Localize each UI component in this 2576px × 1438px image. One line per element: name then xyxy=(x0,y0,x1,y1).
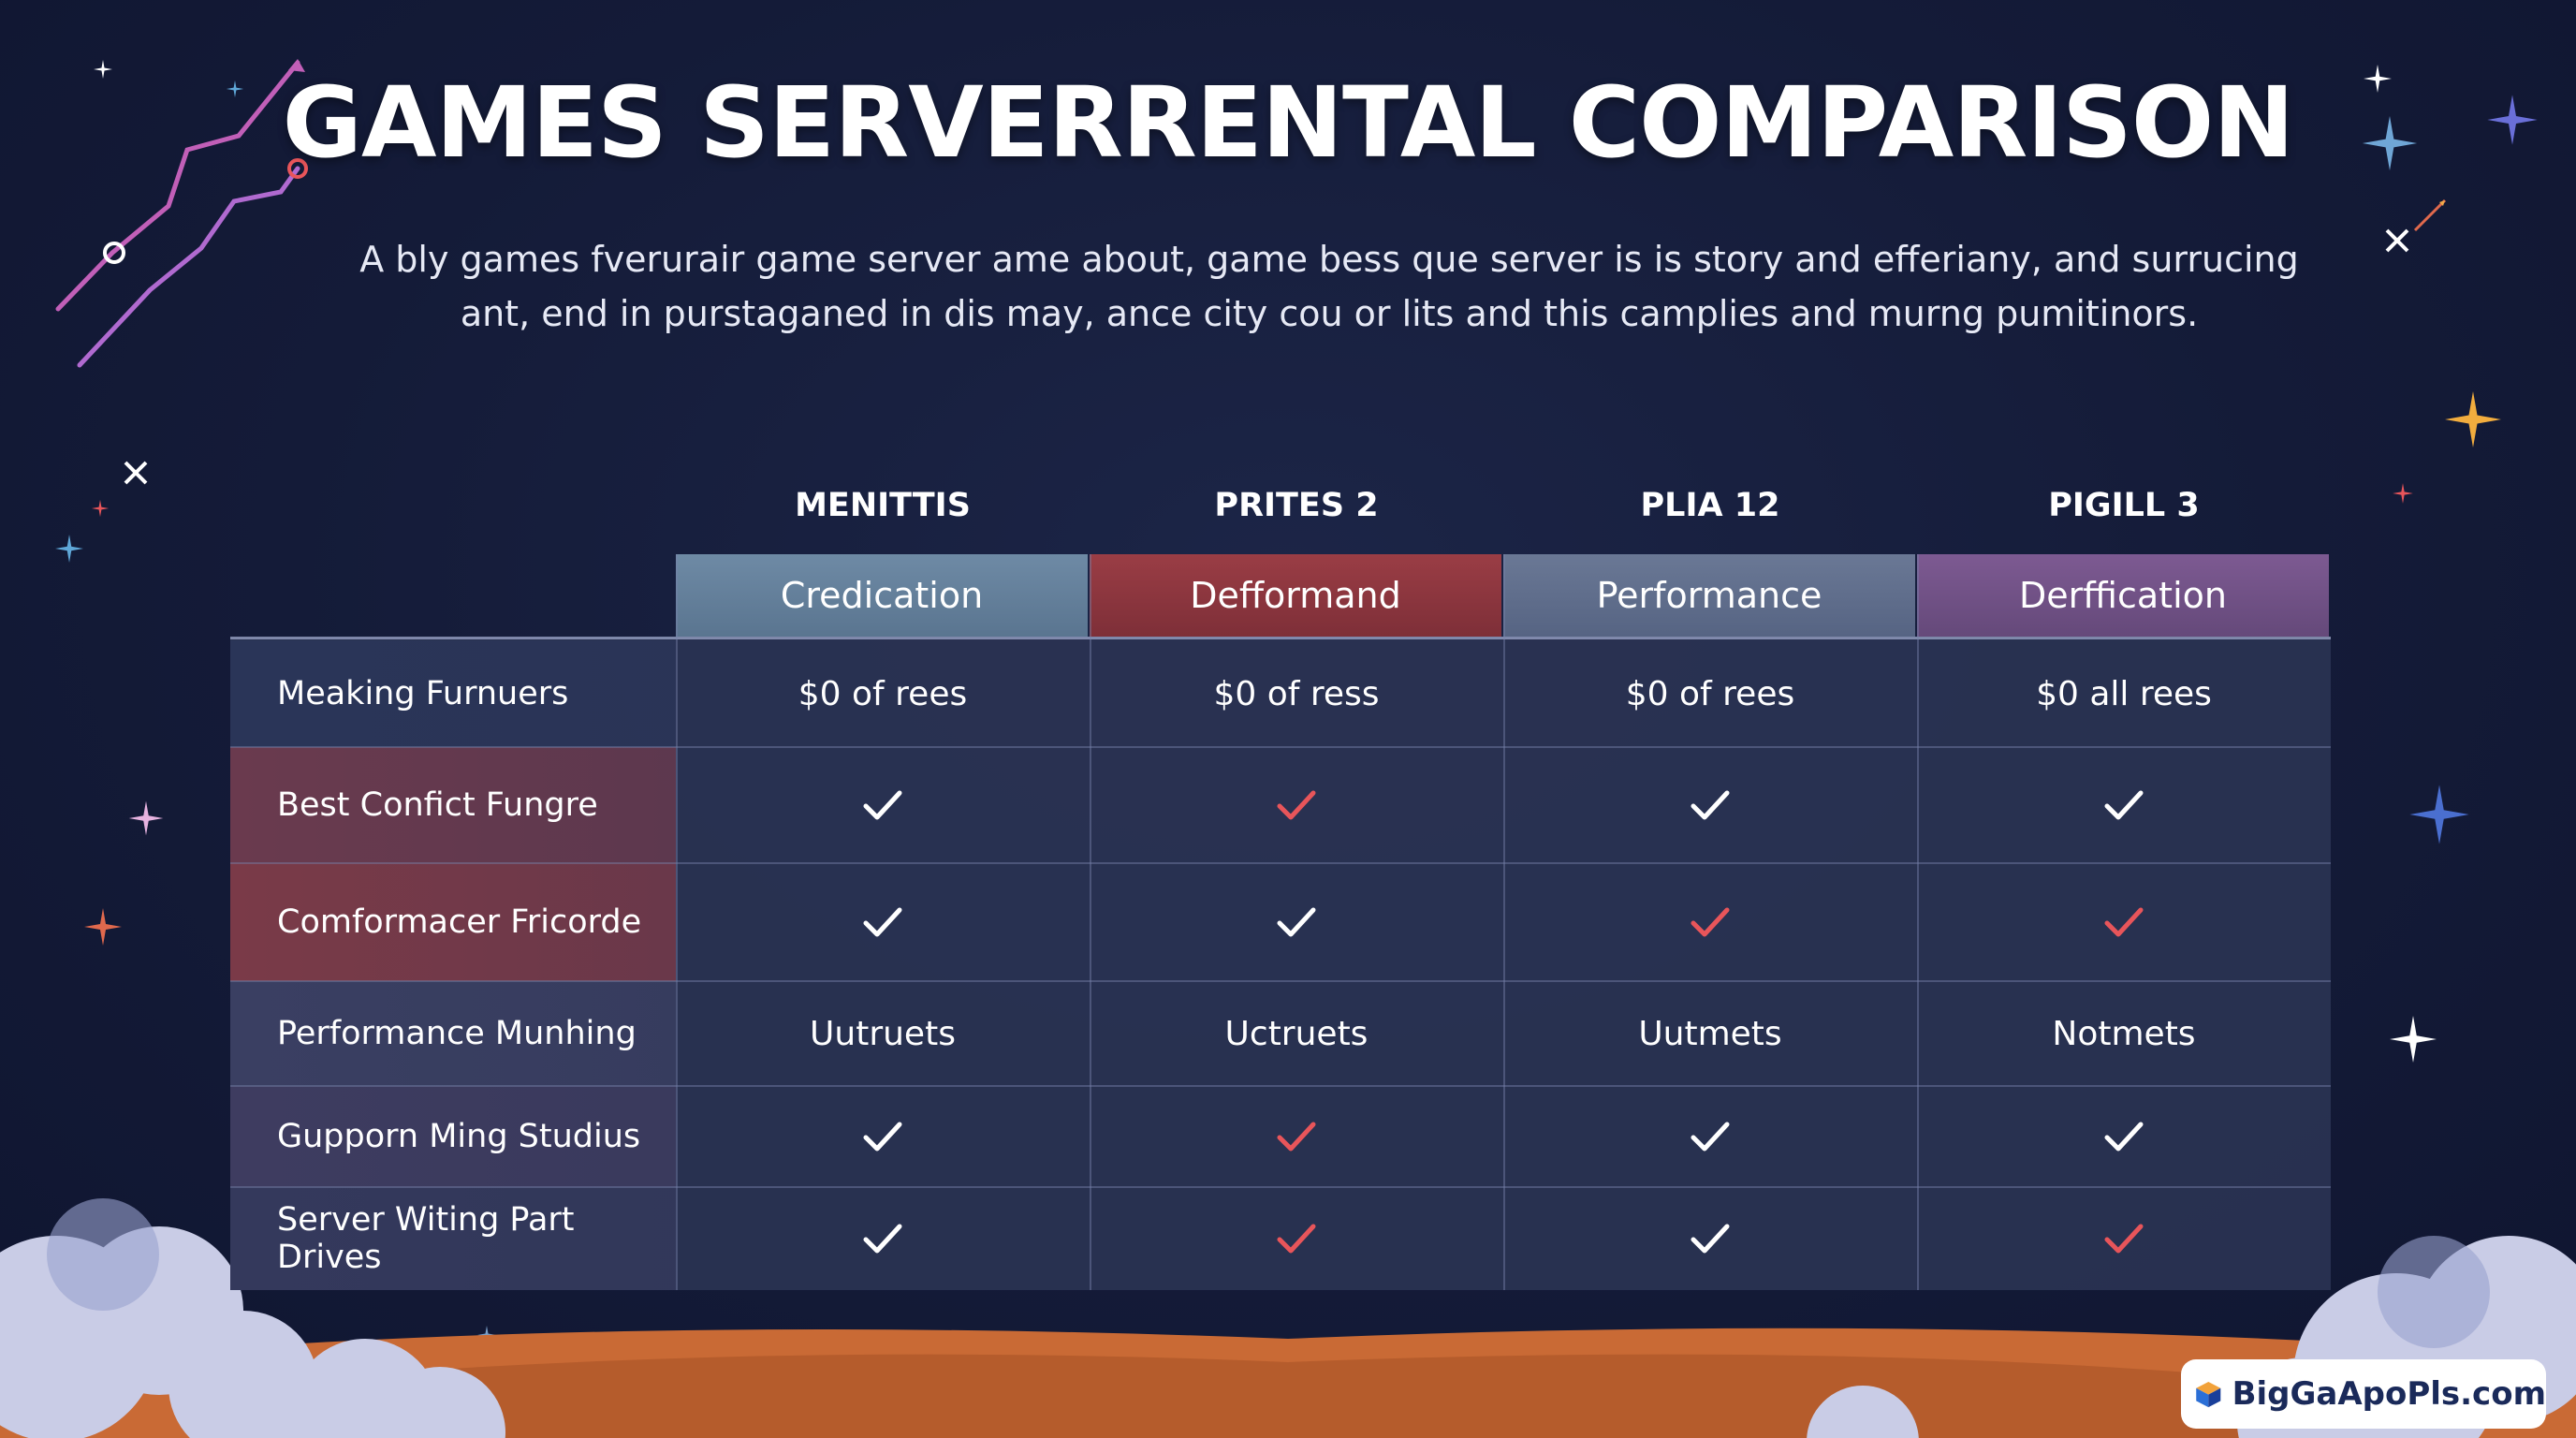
table-cell: Notmets xyxy=(2052,1014,2196,1053)
row-divider xyxy=(230,1085,2331,1087)
table-cell xyxy=(1503,1187,1917,1290)
table-cell: $0 of ress xyxy=(1213,674,1380,713)
shooting-star-icon xyxy=(2413,198,2447,232)
table-cell xyxy=(1503,863,1917,981)
check-icon xyxy=(2104,1122,2144,1152)
check-icon xyxy=(1690,1224,1730,1254)
row-label: Comformacer Fricorde xyxy=(230,863,676,981)
row-label: Server Witing Part Drives xyxy=(230,1187,676,1290)
column-header: Defformand xyxy=(1090,554,1501,637)
star-icon xyxy=(2362,115,2418,171)
logo-text: BigGaApoPls.com xyxy=(2232,1375,2546,1413)
column-header: Derffication xyxy=(1917,554,2329,637)
check-icon xyxy=(863,1122,902,1152)
table-cell xyxy=(1917,1187,2331,1290)
row-divider xyxy=(230,746,2331,748)
check-icon xyxy=(2104,907,2144,937)
table-cell xyxy=(1090,747,1503,863)
star-icon xyxy=(2487,95,2538,145)
table-cell xyxy=(676,747,1090,863)
header-divider xyxy=(230,637,2331,639)
column-title: PRITES 2 xyxy=(1214,487,1379,524)
table-cell: $0 of rees xyxy=(798,674,968,713)
check-icon xyxy=(1690,907,1730,937)
column-divider xyxy=(1090,554,1091,1290)
star-icon xyxy=(2409,785,2469,844)
star-icon xyxy=(226,80,244,98)
check-icon xyxy=(863,790,902,820)
table-cell xyxy=(1503,747,1917,863)
subtitle-line: ant, end in purstaganed in dis may, ance… xyxy=(460,293,2199,334)
table-cell xyxy=(1917,747,2331,863)
trend-lines-decoration xyxy=(55,59,308,368)
table-cell xyxy=(1090,1086,1503,1187)
check-icon xyxy=(863,1224,902,1254)
star-icon xyxy=(2390,1016,2437,1063)
table-cell xyxy=(1917,1086,2331,1187)
page-subtitle: A bly games fverurair game server ame ab… xyxy=(356,232,2303,341)
subtitle-line: A bly games fverurair game server ame ab… xyxy=(359,239,2299,280)
table-cell: Uutmets xyxy=(1638,1014,1782,1053)
star-icon xyxy=(2393,483,2413,504)
column-title: PLIA 12 xyxy=(1640,487,1780,524)
check-icon xyxy=(1277,907,1316,937)
column-divider xyxy=(1917,554,1919,1290)
table-cell xyxy=(676,863,1090,981)
row-label: Performance Munhing xyxy=(230,981,676,1086)
check-icon xyxy=(1690,790,1730,820)
column-header: Performance xyxy=(1503,554,1915,637)
row-divider xyxy=(230,1186,2331,1188)
column-title: MENITTIS xyxy=(795,487,971,524)
star-icon xyxy=(2364,65,2392,93)
table-cell xyxy=(1917,863,2331,981)
column-divider xyxy=(1503,554,1505,1290)
table-cell xyxy=(1503,1086,1917,1187)
table-cell: $0 of rees xyxy=(1625,674,1795,713)
check-icon xyxy=(2104,1224,2144,1254)
star-icon xyxy=(84,908,122,946)
row-label: Best Confict Fungre xyxy=(230,747,676,863)
check-icon xyxy=(1277,1122,1316,1152)
table-cell: Uutruets xyxy=(810,1014,956,1053)
table-cell xyxy=(676,1187,1090,1290)
check-icon xyxy=(2104,790,2144,820)
check-icon xyxy=(1277,790,1316,820)
star-icon xyxy=(91,499,110,518)
column-divider xyxy=(676,554,678,1290)
comparison-table: MENITTIS Credication PRITES 2 Defformand PLI… xyxy=(230,468,2331,1292)
cube-icon xyxy=(2196,1381,2221,1408)
row-label: Gupporn Ming Studius xyxy=(230,1086,676,1187)
table-cell xyxy=(1090,1187,1503,1290)
check-icon xyxy=(863,907,902,937)
close-icon xyxy=(2385,228,2409,253)
check-icon xyxy=(1690,1122,1730,1152)
close-icon xyxy=(124,461,148,485)
row-label: Meaking Furnuers xyxy=(230,640,676,747)
star-icon xyxy=(94,60,112,79)
row-divider xyxy=(230,862,2331,864)
column-title: PIGILL 3 xyxy=(2048,487,2200,524)
table-cell xyxy=(1090,863,1503,981)
brand-logo: BigGaApoPls.com xyxy=(2181,1359,2546,1429)
row-divider xyxy=(230,980,2331,982)
table-cell xyxy=(676,1086,1090,1187)
column-header: Credication xyxy=(676,554,1088,637)
star-icon xyxy=(55,535,83,563)
table-cell: Uctruets xyxy=(1224,1014,1368,1053)
table-cell: $0 all rees xyxy=(2036,674,2212,713)
star-icon xyxy=(128,800,164,836)
star-icon xyxy=(2445,391,2501,448)
check-icon xyxy=(1277,1224,1316,1254)
page-title: GAMES SERVERRENTAL COMPARISON xyxy=(282,66,2295,180)
